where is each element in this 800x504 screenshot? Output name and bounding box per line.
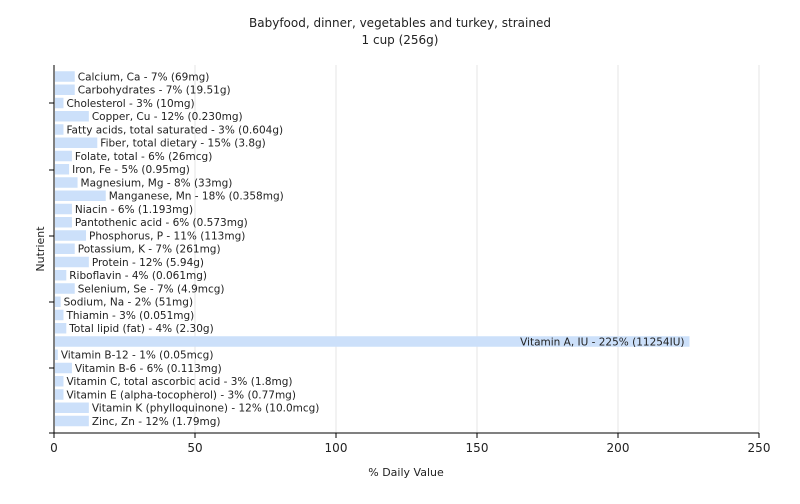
chart-title: Babyfood, dinner, vegetables and turkey,… [249,16,551,30]
bar [55,256,89,268]
grid-lines [194,65,760,433]
chart-subtitle: 1 cup (256g) [362,33,439,47]
bar [55,230,87,241]
bar-label: Copper, Cu - 12% (0.230mg) [92,111,243,123]
bar [55,243,75,254]
bar [55,190,106,201]
bar-label: Thiamin - 3% (0.051mg) [65,310,194,322]
bar-label: Total lipid (fat) - 4% (2.30g) [68,323,213,335]
bar-label: Manganese, Mn - 18% (0.358mg) [109,191,284,203]
axes: 0 50 100 150 200 250 [49,65,770,455]
bar-label: Folate, total - 6% (26mcg) [75,151,212,163]
bar [55,71,75,82]
bar [55,203,72,215]
bar-label: Sodium, Na - 2% (51mg) [64,297,193,309]
bar [55,124,64,135]
bar-label: Fiber, total dietary - 15% (3.8g) [100,138,265,150]
bar-label: Vitamin E (alpha-tocopherol) - 3% (0.77m… [66,389,296,401]
x-tick-label: 150 [466,441,489,455]
x-tick-label: 100 [325,441,348,455]
bar [55,283,75,294]
bar-label: Protein - 12% (5.94g) [92,257,204,269]
bar [55,296,61,307]
bar-label: Selenium, Se - 7% (4.9mcg) [78,283,225,295]
bar [55,111,89,122]
bar [55,415,89,427]
bar-label: Zinc, Zn - 12% (1.79mg) [92,416,221,428]
bar-label: Iron, Fe - 5% (0.95mg) [72,164,190,176]
bar [55,402,89,413]
bar-label: Vitamin C, total ascorbic acid - 3% (1.8… [66,376,292,388]
bar-label: Pantothenic acid - 6% (0.573mg) [75,217,248,229]
bar [55,150,72,162]
bar [55,362,72,374]
bar [55,389,64,400]
x-axis-title: % Daily Value [368,466,444,479]
bar-label: Phosphorus, P - 11% (113mg) [89,230,245,242]
bars [55,71,690,427]
bar-label: Vitamin K (phylloquinone) - 12% (10.0mcg… [92,403,320,415]
bar [55,349,58,360]
bar [55,177,78,188]
y-axis-title: Nutrient [34,226,47,272]
bar [55,336,690,347]
bar-label: Niacin - 6% (1.193mg) [75,204,193,216]
bar-label: Vitamin B-6 - 6% (0.113mg) [75,363,222,375]
bar [55,84,75,95]
bar-label: Riboflavin - 4% (0.061mg) [69,270,207,282]
bar-label: Fatty acids, total saturated - 3% (0.604… [66,124,283,136]
x-tick-label: 200 [607,441,630,455]
bar-label: Carbohydrates - 7% (19.51g) [78,85,231,97]
x-tick-label: 50 [187,441,202,455]
bar-label: Calcium, Ca - 7% (69mg) [78,71,210,83]
bar [55,376,64,387]
bar [55,164,70,175]
bar-labels: Calcium, Ca - 7% (69mg) Carbohydrates - 7… [61,71,685,428]
bar-label: Magnesium, Mg - 8% (33mg) [81,177,233,189]
bar [55,217,72,228]
x-tick-label: 250 [748,441,771,455]
bar-label: Potassium, K - 7% (261mg) [78,244,221,256]
bar [55,309,64,321]
bar-label: Vitamin B-12 - 1% (0.05mcg) [61,350,214,362]
bar-label: Cholesterol - 3% (10mg) [66,98,194,110]
bar [55,137,98,148]
bar [55,97,64,109]
x-tick-label: 0 [50,441,58,455]
bar-label: Vitamin A, IU - 225% (11254IU) [520,336,684,348]
bar [55,270,67,281]
bar [55,323,67,334]
